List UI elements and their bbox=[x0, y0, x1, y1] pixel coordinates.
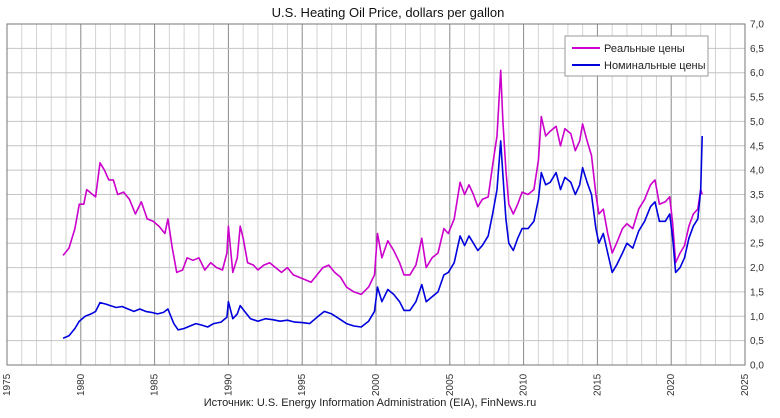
y-tick-label: 4,0 bbox=[750, 166, 764, 177]
x-axis-tick-labels: 1975 1980 1985 1990 1995 2000 2005 2010 2015 2020… bbox=[2, 373, 751, 396]
y-tick-label: 0,5 bbox=[750, 336, 764, 347]
y-tick-label: 5,0 bbox=[750, 117, 764, 128]
x-tick-label: 2005 bbox=[445, 373, 456, 396]
y-tick-label: 2,0 bbox=[750, 263, 764, 274]
legend: Реальные цены Номинальные цены bbox=[564, 35, 709, 77]
x-tick-label: 1990 bbox=[223, 373, 234, 396]
x-tick-label: 2015 bbox=[592, 373, 603, 396]
chart-title: U.S. Heating Oil Price, dollars per gall… bbox=[272, 5, 505, 20]
x-tick-label: 2000 bbox=[371, 373, 382, 396]
legend-label-nominal: Номинальные цены bbox=[604, 60, 706, 72]
x-tick-label: 1985 bbox=[150, 373, 161, 396]
x-tick-label: 2020 bbox=[666, 373, 677, 396]
y-tick-label: 4,5 bbox=[750, 141, 764, 152]
y-tick-label: 7,0 bbox=[750, 20, 764, 31]
y-tick-label: 1,0 bbox=[750, 312, 764, 323]
series-layer bbox=[62, 69, 703, 339]
y-tick-label: 6,0 bbox=[750, 68, 764, 79]
y-tick-label: 3,5 bbox=[750, 190, 764, 201]
x-tick-label: 2010 bbox=[519, 373, 530, 396]
y-tick-label: 3,0 bbox=[750, 214, 764, 225]
y-axis-tick-labels: 0,0 0,5 1,0 1,5 2,0 2,5 3,0 3,5 4,0 4,5 5,0 5,5 6,0 6… bbox=[750, 20, 764, 372]
series-line-nominal bbox=[62, 135, 703, 339]
y-tick-label: 5,5 bbox=[750, 93, 764, 104]
y-tick-label: 6,5 bbox=[750, 44, 764, 55]
x-tick-label: 1975 bbox=[2, 373, 13, 396]
legend-box bbox=[564, 35, 709, 77]
legend-label-real: Реальные цены bbox=[604, 43, 685, 55]
chart-source: Источник: U.S. Energy Information Admini… bbox=[204, 397, 536, 409]
x-tick-label: 1995 bbox=[297, 373, 308, 396]
plot-border bbox=[6, 23, 746, 366]
plot-frame-layer bbox=[6, 23, 746, 366]
y-tick-label: 2,5 bbox=[750, 239, 764, 250]
x-tick-label: 2025 bbox=[740, 373, 751, 396]
grid-layer bbox=[6, 23, 746, 366]
y-tick-label: 0,0 bbox=[750, 361, 764, 372]
x-tick-label: 1980 bbox=[76, 373, 87, 396]
series-line-real bbox=[62, 69, 703, 296]
y-tick-label: 1,5 bbox=[750, 287, 764, 298]
